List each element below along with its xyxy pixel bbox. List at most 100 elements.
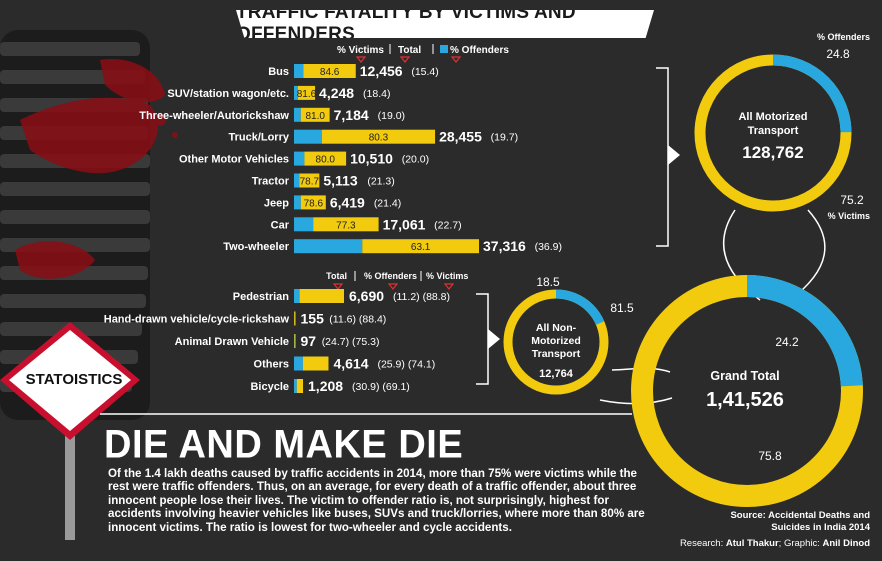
legend-offenders-swatch — [440, 45, 448, 53]
offenders-pct-label: (22.7) — [434, 219, 461, 231]
donut-total: 12,764 — [539, 368, 574, 380]
bar-victims — [299, 289, 344, 303]
donut-title: Motorized — [531, 335, 581, 347]
bar-victims — [321, 129, 436, 144]
graphic-name: Anil Dinod — [822, 538, 871, 549]
bracket-arrow — [488, 329, 500, 349]
bracket-motorized — [656, 67, 669, 247]
body-text: Of the 1.4 lakh deaths caused by traffic… — [108, 467, 645, 534]
category-label: SUV/station wagon/etc. — [167, 88, 289, 100]
victims-value: 75.8 — [758, 449, 782, 463]
bar-offenders — [294, 107, 301, 122]
bar-victims — [303, 64, 356, 78]
title-banner: TRAFFIC FATALITY BY VICTIMS AND OFFENDER… — [236, 10, 654, 38]
category-label: Car — [271, 219, 290, 231]
bar-victims — [296, 379, 304, 393]
legend-victims: % Victims — [426, 271, 468, 281]
category-label: Bus — [268, 66, 289, 78]
legend-marker — [355, 56, 367, 63]
source-note: Source: Accidental Deaths and Suicides i… — [730, 510, 870, 533]
bar-offenders — [294, 173, 300, 188]
legend-victims: % Victims — [337, 45, 384, 56]
bracket-nonmotorized — [476, 293, 489, 385]
offenders-pct-label: (36.9) — [535, 241, 562, 253]
pct-label: (11.6) (88.4) — [329, 314, 386, 326]
legend-total: Total — [326, 271, 347, 281]
bar-victims — [294, 311, 296, 326]
badge-label: STATOISTICS — [25, 371, 123, 388]
bar-offenders — [294, 356, 303, 371]
legend-marker — [387, 283, 399, 290]
bar-victims — [302, 356, 329, 371]
category-label: Truck/Lorry — [228, 132, 289, 144]
legend-offenders: % Offenders — [364, 271, 417, 281]
category-label: Jeep — [264, 197, 289, 209]
bar-offenders — [294, 239, 363, 254]
bar-offenders — [294, 64, 304, 78]
category-label: Three-wheeler/Autorickshaw — [139, 110, 289, 122]
bar-offenders — [294, 129, 322, 144]
victims-pct-label: 81.6 — [297, 89, 317, 100]
offenders-pct-label: (21.4) — [374, 197, 401, 209]
donut-total: 1,41,526 — [706, 389, 784, 411]
credits: Research: Atul Thakur; Graphic: Anil Din… — [680, 538, 870, 549]
bar-victims — [300, 107, 330, 122]
total-label: 5,113 — [323, 173, 357, 189]
victims-pct-label: 63.1 — [411, 242, 431, 253]
offenders-pct-label: (15.4) — [411, 66, 438, 78]
offenders-title: % Offenders — [817, 32, 870, 42]
headline: DIE AND MAKE DIE — [104, 422, 464, 468]
offenders-pct-label: (19.0) — [378, 110, 405, 122]
category-label: Tractor — [252, 176, 290, 188]
graphic-label: ; Graphic: — [778, 538, 820, 549]
chart-title: TRAFFIC FATALITY BY VICTIMS AND OFFENDER… — [236, 2, 576, 45]
category-label: Hand-drawn vehicle/cycle-rickshaw — [104, 314, 290, 326]
legend-marker — [332, 283, 344, 290]
legend-total: Total — [398, 45, 421, 56]
victims-value: 75.2 — [840, 193, 864, 207]
offenders-pct-label: (20.0) — [402, 154, 429, 166]
bar-offenders — [294, 151, 305, 166]
bracket-arrow — [668, 145, 680, 165]
offenders-pct-label: (19.7) — [491, 132, 518, 144]
victims-pct-label: 80.0 — [316, 155, 336, 166]
offenders-value: 24.8 — [826, 47, 850, 61]
category-label: Others — [254, 359, 289, 371]
total-label: 6,690 — [349, 288, 384, 304]
total-label: 1,208 — [308, 378, 343, 394]
total-label: 155 — [301, 311, 325, 327]
donut-title: Transport — [532, 348, 581, 360]
pct-label: (25.9) (74.1) — [377, 359, 435, 371]
category-label: Animal Drawn Vehicle — [175, 336, 289, 348]
total-label: 4,248 — [319, 85, 354, 101]
road-sign — [0, 322, 140, 540]
bar-offenders — [294, 85, 298, 100]
victims-pct-label: 78.6 — [304, 198, 324, 209]
bar-victims — [362, 239, 479, 254]
bar-victims — [299, 173, 320, 188]
pct-label: (30.9) (69.1) — [352, 381, 410, 393]
victims-pct-label: 81.0 — [305, 111, 325, 122]
victims-pct-label: 77.3 — [336, 220, 356, 231]
bar-offenders — [294, 195, 301, 210]
category-label: Two-wheeler — [223, 241, 290, 253]
bar-offenders — [294, 217, 314, 232]
total-label: 10,510 — [350, 151, 393, 167]
victims-pct-label: 80.3 — [369, 133, 389, 144]
legend-marker — [399, 56, 411, 63]
offenders-pct-label: (18.4) — [363, 88, 390, 100]
bar-victims — [297, 85, 316, 100]
category-label: Bicycle — [250, 381, 289, 393]
offenders-pct-label: (21.3) — [367, 176, 394, 188]
total-label: 7,184 — [334, 107, 369, 123]
total-label: 97 — [301, 333, 317, 349]
offenders-value: 24.2 — [775, 335, 799, 349]
victims-pct-label: 84.6 — [320, 67, 340, 78]
total-label: 37,316 — [483, 238, 526, 254]
donut-title: All Non- — [536, 322, 577, 334]
total-label: 12,456 — [360, 63, 403, 79]
total-label: 6,419 — [330, 194, 365, 210]
pct-label: (11.2) (88.8) — [393, 291, 450, 303]
bar-offenders — [294, 289, 300, 303]
